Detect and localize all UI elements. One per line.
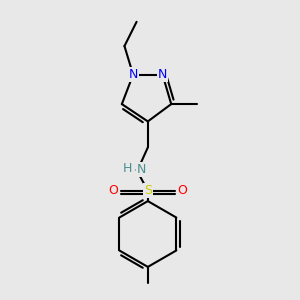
Text: N: N xyxy=(128,68,138,81)
Text: O: O xyxy=(109,184,118,197)
Text: N: N xyxy=(158,68,167,81)
Text: S: S xyxy=(144,184,152,197)
Text: N: N xyxy=(137,164,146,176)
Text: H: H xyxy=(123,162,133,175)
Text: O: O xyxy=(177,184,187,197)
